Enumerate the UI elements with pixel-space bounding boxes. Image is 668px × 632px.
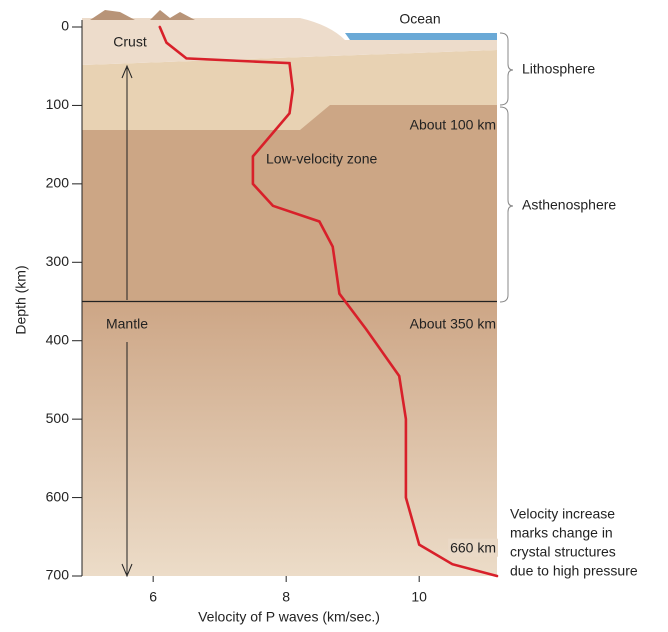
y-tick-label: 300 xyxy=(46,253,70,269)
y-axis-label: Depth (km) xyxy=(13,265,29,334)
note-line: Velocity increase xyxy=(510,506,615,522)
annotation: Ocean xyxy=(399,11,440,27)
note-line: due to high pressure xyxy=(510,563,638,579)
y-tick-label: 400 xyxy=(46,331,70,347)
layers xyxy=(82,10,513,576)
note-line: marks change in xyxy=(510,525,613,541)
annotation: 660 km xyxy=(450,540,496,556)
x-axis-label: Velocity of P waves (km/sec.) xyxy=(198,609,380,625)
annotation: About 100 km xyxy=(410,117,496,133)
annotation: Low-velocity zone xyxy=(266,151,377,167)
note-line: crystal structures xyxy=(510,544,616,560)
x-tick-label: 8 xyxy=(282,589,290,605)
x-tick-label: 10 xyxy=(411,589,427,605)
annotation: Asthenosphere xyxy=(522,197,616,213)
y-tick-label: 0 xyxy=(61,18,69,34)
y-tick-label: 700 xyxy=(46,567,70,583)
y-tick-label: 200 xyxy=(46,175,70,191)
y-tick-label: 500 xyxy=(46,410,70,426)
annotation: Lithosphere xyxy=(522,61,595,77)
y-tick-label: 600 xyxy=(46,488,70,504)
x-tick-label: 6 xyxy=(149,589,157,605)
y-tick-label: 100 xyxy=(46,96,70,112)
annotation: About 350 km xyxy=(410,316,496,332)
chart: Depth (km) Velocity of P waves (km/sec.)… xyxy=(0,0,668,632)
annotation: Crust xyxy=(113,34,147,50)
annotation: Mantle xyxy=(106,316,148,332)
